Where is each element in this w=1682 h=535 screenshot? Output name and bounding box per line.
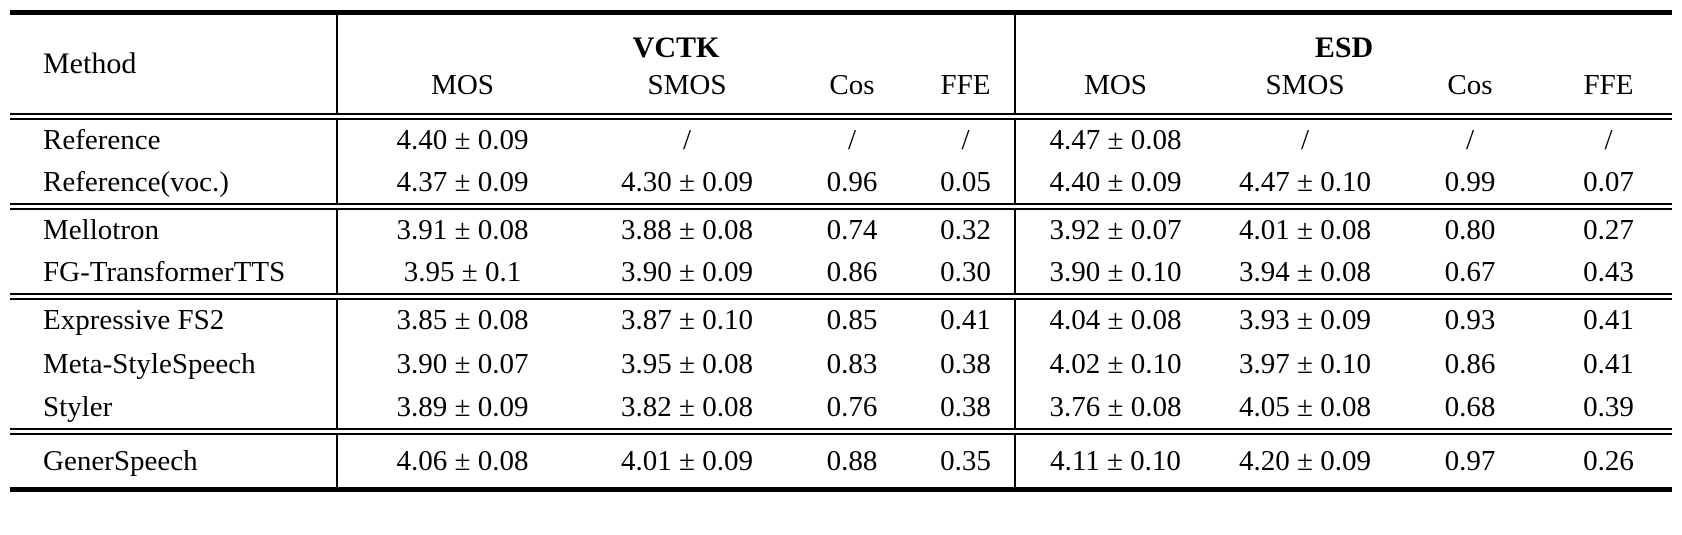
value-cell: 4.40 ± 0.09 — [336, 116, 587, 162]
value-cell: 0.74 — [826, 214, 878, 247]
value-cell: 0.05 — [917, 161, 1015, 210]
table-row-reference-voc: Reference(voc.) 4.37 ± 0.09 4.30 ± 0.09 … — [10, 161, 1673, 210]
metric-header-esd-cos: Cos — [1395, 66, 1545, 120]
dataset-header-vctk: VCTK — [336, 12, 1015, 67]
value-cell: 0.35 — [940, 444, 991, 477]
value-cell: 3.76 ± 0.08 — [1014, 386, 1215, 435]
value-cell: 3.90 ± 0.07 — [336, 341, 587, 387]
value-cell: 0.41 — [1583, 347, 1634, 380]
value-cell: 3.95 ± 0.08 — [621, 347, 753, 380]
value-cell: 4.47 ± 0.08 — [1014, 116, 1215, 162]
value-cell: 0.67 — [1395, 251, 1545, 300]
table-row-generspeech: GenerSpeech 4.06 ± 0.08 4.01 ± 0.09 0.88… — [10, 431, 1672, 490]
value-cell: 0.43 — [1545, 251, 1673, 300]
value-cell: 4.01 ± 0.08 — [1239, 214, 1371, 247]
method-cell: Meta-StyleSpeech — [43, 347, 256, 380]
metric-header-vctk-ffe: FFE — [917, 66, 1015, 120]
value-cell: 0.86 — [1444, 347, 1496, 380]
value-cell: 3.92 ± 0.07 — [1014, 206, 1215, 252]
method-cell: GenerSpeech — [43, 444, 198, 477]
value-cell: 0.93 — [1444, 304, 1496, 337]
table-row-reference: Reference 4.40 ± 0.09 / / / 4.47 ± 0.08 … — [10, 116, 1672, 162]
value-cell: 4.47 ± 0.10 — [1215, 161, 1395, 210]
method-cell: Styler — [10, 386, 337, 435]
value-cell: 3.82 ± 0.08 — [587, 386, 787, 435]
value-cell: / — [847, 124, 857, 157]
value-cell: 4.11 ± 0.10 — [1014, 431, 1215, 490]
value-cell: / — [1300, 124, 1310, 157]
method-cell: FG-TransformerTTS — [10, 251, 337, 300]
table-row-mellotron: Mellotron 3.91 ± 0.08 3.88 ± 0.08 0.74 0… — [10, 206, 1672, 252]
metric-header-esd-mos: MOS — [1014, 66, 1215, 120]
value-cell: / — [1465, 124, 1475, 157]
value-cell: 0.88 — [826, 444, 878, 477]
value-cell: 0.99 — [1395, 161, 1545, 210]
method-cell: Reference(voc.) — [10, 161, 337, 210]
value-cell: 0.30 — [917, 251, 1015, 300]
value-cell: 3.85 ± 0.08 — [336, 296, 587, 342]
value-cell: 0.96 — [787, 161, 917, 210]
value-cell: 0.07 — [1545, 161, 1673, 210]
value-cell: 0.83 — [826, 347, 878, 380]
metric-header-esd-smos: SMOS — [1215, 66, 1395, 120]
value-cell: 0.41 — [940, 304, 991, 337]
value-cell: 0.86 — [787, 251, 917, 300]
table-row-expressive-fs2: Expressive FS2 3.85 ± 0.08 3.87 ± 0.10 0… — [10, 296, 1672, 342]
value-cell: 3.87 ± 0.10 — [621, 304, 753, 337]
table-row-fg-transformertts: FG-TransformerTTS 3.95 ± 0.1 3.90 ± 0.09… — [10, 251, 1673, 300]
value-cell: 3.93 ± 0.09 — [1239, 304, 1371, 337]
value-cell: 0.27 — [1583, 214, 1634, 247]
table-row-meta-stylespeech: Meta-StyleSpeech 3.90 ± 0.07 3.95 ± 0.08… — [10, 341, 1672, 387]
metric-header-vctk-mos: MOS — [336, 66, 587, 120]
value-cell: 0.32 — [940, 214, 991, 247]
value-cell: 0.97 — [1444, 444, 1496, 477]
value-cell: 3.94 ± 0.08 — [1215, 251, 1395, 300]
value-cell: 0.85 — [826, 304, 878, 337]
value-cell: 0.41 — [1583, 304, 1634, 337]
value-cell: 4.06 ± 0.08 — [336, 431, 587, 490]
value-cell: 0.39 — [1545, 386, 1673, 435]
value-cell: 0.26 — [1583, 444, 1634, 477]
value-cell: 3.95 ± 0.1 — [336, 251, 587, 300]
value-cell: 0.38 — [940, 347, 991, 380]
value-cell: / — [961, 124, 970, 157]
value-cell: 4.01 ± 0.09 — [621, 444, 753, 477]
method-cell: Reference — [43, 124, 161, 157]
value-cell: 4.02 ± 0.10 — [1014, 341, 1215, 387]
table-row-styler: Styler 3.89 ± 0.09 3.82 ± 0.08 0.76 0.38… — [10, 386, 1673, 435]
value-cell: 4.30 ± 0.09 — [587, 161, 787, 210]
value-cell: 0.80 — [1444, 214, 1496, 247]
metric-header-vctk-smos: SMOS — [587, 66, 787, 120]
metric-header-esd-ffe: FFE — [1545, 66, 1673, 120]
value-cell: / — [682, 124, 692, 157]
value-cell: 4.05 ± 0.08 — [1215, 386, 1395, 435]
value-cell: 4.20 ± 0.09 — [1239, 444, 1371, 477]
value-cell: 0.76 — [787, 386, 917, 435]
value-cell: 4.04 ± 0.08 — [1014, 296, 1215, 342]
value-cell: 4.40 ± 0.09 — [1014, 161, 1215, 210]
value-cell: 3.90 ± 0.09 — [587, 251, 787, 300]
value-cell: 3.91 ± 0.08 — [336, 206, 587, 252]
value-cell: / — [1604, 124, 1613, 157]
method-cell: Expressive FS2 — [43, 304, 225, 337]
value-cell: 3.89 ± 0.09 — [336, 386, 587, 435]
value-cell: 4.37 ± 0.09 — [336, 161, 587, 210]
metric-header-vctk-cos: Cos — [787, 66, 917, 120]
dataset-header-esd: ESD — [1013, 12, 1673, 67]
header-row-metrics: MOS SMOS Cos FFE MOS SMOS Cos FFE — [10, 66, 1673, 120]
value-cell: 0.68 — [1395, 386, 1545, 435]
value-cell: 3.97 ± 0.10 — [1239, 347, 1371, 380]
header-row-datasets: Method VCTK ESD — [10, 12, 1673, 120]
paper-table-container: Method VCTK ESD MOS SMOS Cos FFE MOS SMO… — [10, 10, 1673, 492]
method-cell: Mellotron — [43, 214, 159, 247]
value-cell: 3.88 ± 0.08 — [621, 214, 753, 247]
value-cell: 0.38 — [917, 386, 1015, 435]
value-cell: 3.90 ± 0.10 — [1014, 251, 1215, 300]
method-column-header: Method — [10, 12, 337, 120]
results-table: Method VCTK ESD MOS SMOS Cos FFE MOS SMO… — [10, 10, 1673, 492]
